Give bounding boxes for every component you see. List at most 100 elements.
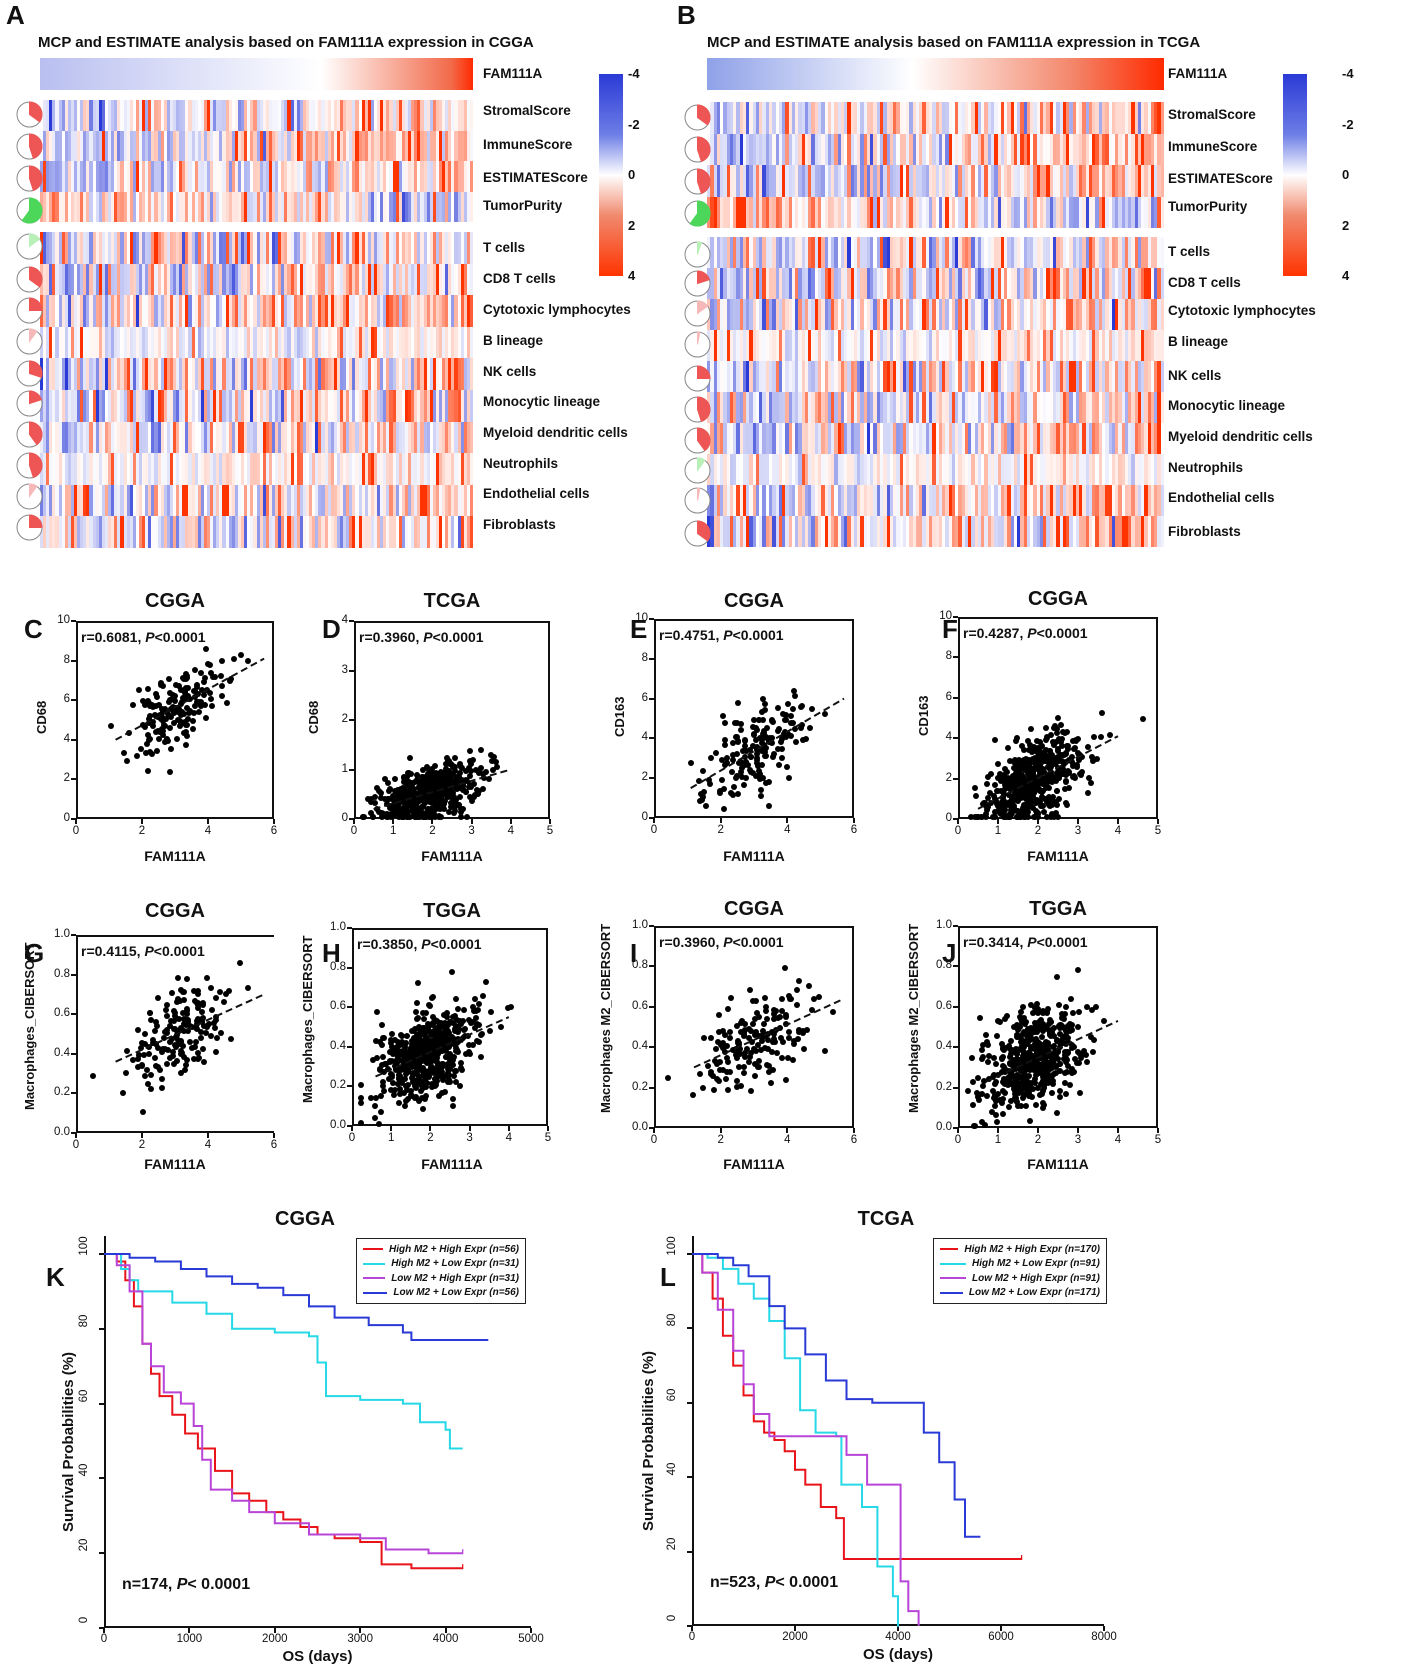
y-tick-label: 60 [78, 1389, 90, 1402]
x-tick-label: 4 [1114, 1134, 1122, 1146]
x-tick-mark [1103, 1626, 1105, 1631]
heatmap-b-title: MCP and ESTIMATE analysis based on FAM11… [707, 34, 1201, 51]
scatter-point [149, 719, 156, 725]
heatmap-cell [469, 130, 473, 161]
x-tick-label: 1 [994, 1134, 1002, 1146]
y-tick-label: 6 [641, 691, 648, 704]
scatter-point [218, 692, 225, 699]
scatter-point [193, 698, 200, 705]
y-tick-label: 2 [641, 771, 648, 784]
y-tick-label: 0.2 [936, 1080, 952, 1093]
x-tick-mark [273, 1133, 275, 1138]
y-tick-mark [687, 1401, 692, 1404]
mcp-row [40, 263, 473, 296]
km-legend-item: High M2 + Low Expr (n=91) [940, 1257, 1100, 1272]
y-tick-label: 1.0 [330, 921, 346, 933]
km-title: TCGA [857, 1208, 915, 1230]
scatter-point [217, 672, 224, 679]
x-tick-mark [997, 819, 999, 824]
legend-swatch [940, 1277, 966, 1280]
y-tick-mark [687, 1625, 692, 1627]
scatter-point [432, 814, 439, 820]
regression-line [985, 1020, 1119, 1083]
y-tick-label: 0.0 [936, 1121, 952, 1133]
scatter-point [211, 673, 218, 680]
scatter-point [184, 693, 191, 699]
scatter-point [457, 814, 464, 820]
mcp-row [40, 390, 473, 422]
legend-label: Low M2 + Low Expr (n=171) [968, 1287, 1100, 1299]
y-tick-label: 0.8 [54, 967, 70, 980]
x-tick-label: 3000 [347, 1633, 373, 1645]
scatter-point [149, 723, 156, 730]
y-tick-label: 1.0 [632, 919, 648, 931]
y-axis-label: Survival Probabilities (%) [640, 1350, 657, 1531]
scatter-point [182, 722, 189, 729]
y-tick-label: 0.0 [632, 1121, 648, 1133]
scatter-point [367, 810, 374, 817]
scatter-point [207, 696, 214, 703]
x-tick-label: 4 [204, 1139, 212, 1151]
y-tick-label: 6 [945, 690, 952, 703]
scatter-point [392, 776, 399, 783]
scatter-point [470, 780, 477, 787]
x-tick-label: 8000 [1091, 1631, 1117, 1643]
scatter-point [171, 697, 178, 704]
y-tick-label: 10 [57, 614, 70, 626]
scatter-point [151, 711, 158, 718]
scatter-point [182, 684, 189, 691]
y-tick-label: 0 [641, 811, 648, 823]
x-tick-mark [207, 1133, 209, 1138]
scatter-point [408, 770, 415, 777]
scatter-point [457, 764, 464, 771]
scatter-point [404, 774, 411, 781]
scatter-point [176, 723, 183, 730]
y-tick-label: 1.0 [54, 928, 70, 940]
scatter-title: TGGA [1029, 898, 1087, 920]
y-tick-mark [71, 818, 76, 820]
x-tick-mark [1037, 1128, 1039, 1133]
scatter-point [451, 793, 458, 800]
scatter-point [142, 724, 149, 731]
scatter-point [452, 808, 458, 815]
x-tick-label: 4 [505, 1132, 512, 1144]
y-tick-label: 60 [666, 1388, 678, 1402]
regression-line [693, 997, 845, 1069]
heatmap-cell [469, 263, 473, 296]
legend-label: High M2 + Low Expr (n=31) [391, 1258, 519, 1270]
panel-letter-l: L [660, 1262, 676, 1292]
x-tick-mark [719, 818, 722, 823]
km-legend-item: High M2 + High Expr (n=56) [363, 1242, 519, 1257]
legend-label: High M2 + Low Expr (n=91) [972, 1258, 1100, 1270]
legend-swatch [363, 1277, 386, 1280]
legend-swatch [940, 1291, 963, 1294]
scatter-point [146, 749, 153, 756]
km-legend-item: Low M2 + High Expr (n=91) [940, 1271, 1100, 1286]
y-tick-label: 8 [641, 651, 648, 664]
scatter-point [161, 722, 167, 729]
scatter-point [401, 778, 407, 785]
scatter-point [159, 731, 166, 738]
km-legend: High M2 + High Expr (n=56) High M2 + Low … [356, 1238, 526, 1304]
scatter-point [137, 745, 144, 752]
y-tick-label: 0.2 [330, 1079, 346, 1092]
x-tick-mark [207, 819, 209, 824]
scatter-point [175, 706, 182, 713]
scatter-point [153, 694, 160, 701]
scatter-point [435, 798, 442, 805]
panel-letter-j: J [942, 938, 957, 968]
mcp-row-label: NK cells [483, 364, 537, 379]
y-tick-label: 0.8 [632, 959, 648, 972]
legend-a-tick: 2 [628, 218, 636, 233]
y-tick-mark [99, 1402, 104, 1405]
scatter-point [218, 658, 225, 665]
scatter-point [466, 781, 473, 788]
trend-line [977, 735, 1119, 810]
correlation-stat: r=0.6081, P<0.0001 [81, 629, 206, 645]
mcp-row [40, 358, 473, 390]
x-tick-mark [549, 819, 551, 824]
legend-b-tick: -4 [1342, 66, 1354, 81]
y-tick-mark [71, 738, 76, 741]
y-tick-label: 4 [63, 732, 70, 745]
scatter-point [201, 679, 208, 686]
